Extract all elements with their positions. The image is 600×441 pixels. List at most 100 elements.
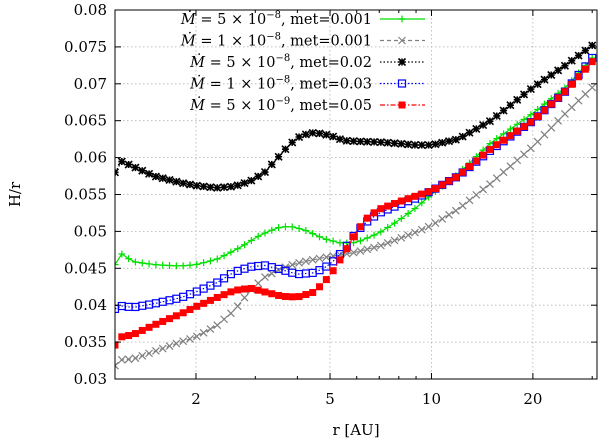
data-point	[356, 137, 365, 146]
data-point	[240, 179, 249, 188]
data-point	[172, 177, 181, 186]
data-point	[241, 285, 249, 293]
data-point	[411, 192, 419, 200]
data-point	[356, 237, 364, 245]
y-tick-label: 0.055	[64, 186, 107, 204]
legend-label: Ṁ = 1 × 10−8, met=0.001	[180, 32, 372, 50]
data-point	[472, 124, 481, 133]
data-point	[288, 223, 296, 231]
data-point	[316, 283, 324, 291]
data-point	[138, 351, 147, 360]
data-point	[506, 132, 514, 140]
data-point	[131, 354, 140, 363]
data-point	[349, 248, 358, 257]
data-point	[302, 227, 310, 235]
data-point	[485, 117, 495, 126]
legend-item: Ṁ = 1 × 10−8, met=0.001	[180, 32, 425, 50]
data-point	[308, 128, 317, 137]
data-point	[274, 152, 283, 161]
data-point	[554, 94, 562, 102]
data-point	[315, 254, 324, 263]
data-point	[520, 123, 528, 131]
data-point	[158, 174, 167, 183]
data-point	[459, 168, 467, 176]
y-tick-label: 0.08	[74, 1, 107, 19]
data-point	[506, 125, 514, 133]
data-point	[350, 233, 358, 241]
data-point	[363, 245, 372, 254]
data-point	[179, 337, 188, 346]
data-point	[138, 259, 146, 267]
data-point	[151, 172, 160, 181]
data-point	[424, 222, 433, 231]
data-point	[438, 215, 447, 223]
data-point	[383, 138, 392, 147]
data-point	[376, 241, 385, 250]
legend-label: Ṁ = 5 × 10−9, met=0.05	[189, 96, 372, 114]
data-point	[288, 138, 297, 147]
data-point	[254, 286, 262, 294]
legend-item: Ṁ = 5 × 10−8, met=0.001	[180, 10, 425, 28]
data-point	[247, 237, 255, 245]
data-point	[391, 219, 399, 227]
data-point	[200, 299, 208, 307]
data-point	[534, 106, 542, 114]
legend: Ṁ = 5 × 10−8, met=0.001 Ṁ = 1 × 10−8, met…	[180, 10, 425, 114]
data-point	[288, 293, 296, 301]
data-point	[499, 106, 508, 115]
data-point	[438, 181, 446, 189]
data-point	[418, 190, 426, 198]
data-point	[335, 135, 345, 144]
data-point	[152, 320, 160, 328]
x-tick-label: 5	[325, 390, 335, 408]
data-point	[200, 259, 208, 267]
data-point	[247, 176, 256, 185]
data-point	[370, 209, 378, 217]
data-point	[472, 157, 480, 165]
data-point	[547, 100, 555, 108]
data-point	[281, 293, 289, 301]
data-point	[115, 361, 119, 370]
data-point	[220, 252, 228, 260]
data-point	[316, 233, 324, 241]
data-point	[581, 46, 590, 55]
data-point	[254, 172, 263, 181]
data-point	[322, 276, 330, 284]
data-point	[322, 253, 331, 262]
data-point	[115, 261, 119, 269]
data-point	[410, 140, 420, 150]
data-point	[145, 169, 154, 178]
data-point	[527, 118, 535, 126]
data-point	[390, 236, 399, 245]
data-point	[527, 111, 535, 119]
data-point	[309, 230, 317, 238]
data-point	[384, 223, 392, 231]
data-point	[199, 182, 208, 191]
y-tick-label: 0.07	[74, 75, 107, 93]
data-point	[220, 291, 228, 299]
data-point	[288, 260, 297, 269]
data-point	[417, 140, 426, 150]
data-point	[540, 106, 548, 114]
data-point	[445, 210, 453, 219]
y-tick-label: 0.04	[74, 296, 107, 314]
data-point	[500, 130, 508, 138]
data-point	[179, 179, 188, 188]
data-point	[213, 255, 221, 263]
data-point	[561, 109, 569, 118]
data-point	[567, 103, 576, 112]
data-point	[438, 138, 447, 147]
y-axis-label: H/r	[6, 181, 24, 207]
data-point	[384, 202, 392, 210]
legend-item: Ṁ = 5 × 10−8, met=0.02	[189, 53, 425, 71]
data-point	[424, 140, 433, 150]
data-point	[267, 160, 276, 169]
data-point	[492, 174, 501, 183]
data-point	[165, 342, 174, 350]
data-point	[500, 136, 508, 144]
data-point	[383, 239, 392, 247]
data-point	[172, 262, 180, 270]
data-point	[206, 257, 214, 265]
legend-marker	[397, 79, 407, 88]
data-point	[391, 200, 399, 208]
